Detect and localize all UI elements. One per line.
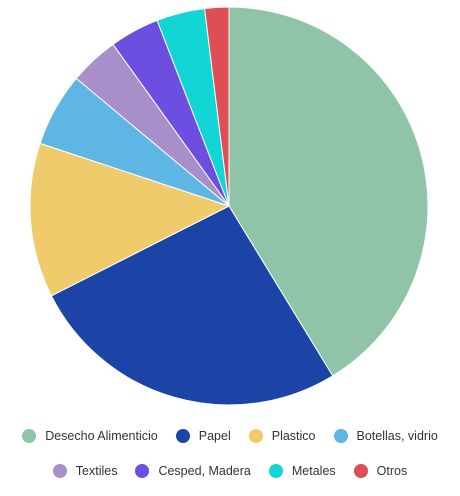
legend-item[interactable]: Cesped, Madera xyxy=(135,464,251,478)
legend-item[interactable]: Desecho Alimenticio xyxy=(22,429,158,443)
legend-swatch xyxy=(248,429,263,443)
legend-item[interactable]: Papel xyxy=(175,429,231,443)
legend-item[interactable]: Plastico xyxy=(248,429,316,443)
pie-slice-otros[interactable] xyxy=(204,6,230,207)
legend-item[interactable]: Otros xyxy=(353,464,408,478)
pie-slice-plastico[interactable] xyxy=(29,142,230,297)
legend-swatch xyxy=(268,464,283,478)
legend-row: Desecho Alimenticio Papel Plastico Botellas… xyxy=(0,429,460,443)
legend-label: Papel xyxy=(198,429,231,443)
legend-swatch xyxy=(22,429,37,443)
legend-swatch xyxy=(333,429,348,443)
legend-swatch xyxy=(353,464,368,478)
legend-item[interactable]: Metales xyxy=(268,464,336,478)
legend-item[interactable]: Textiles xyxy=(52,464,118,478)
legend-label: Botellas, vidrio xyxy=(356,429,438,443)
pie-slice-desecho-alimenticio[interactable] xyxy=(228,6,429,377)
legend-label: Textiles xyxy=(75,464,118,478)
legend-label: Cesped, Madera xyxy=(158,464,251,478)
legend-label: Desecho Alimenticio xyxy=(45,429,158,443)
legend-row: Textiles Cesped, Madera Metales Otros xyxy=(0,464,460,478)
pie-slice-papel[interactable] xyxy=(50,205,334,406)
legend-item[interactable]: Botellas, vidrio xyxy=(333,429,438,443)
pie-plot-area xyxy=(29,6,429,406)
legend-label: Plastico xyxy=(271,429,316,443)
legend-swatch xyxy=(135,464,150,478)
legend-swatch xyxy=(52,464,67,478)
legend-label: Metales xyxy=(291,464,336,478)
legend-swatch xyxy=(175,429,190,443)
legend-label: Otros xyxy=(376,464,408,478)
